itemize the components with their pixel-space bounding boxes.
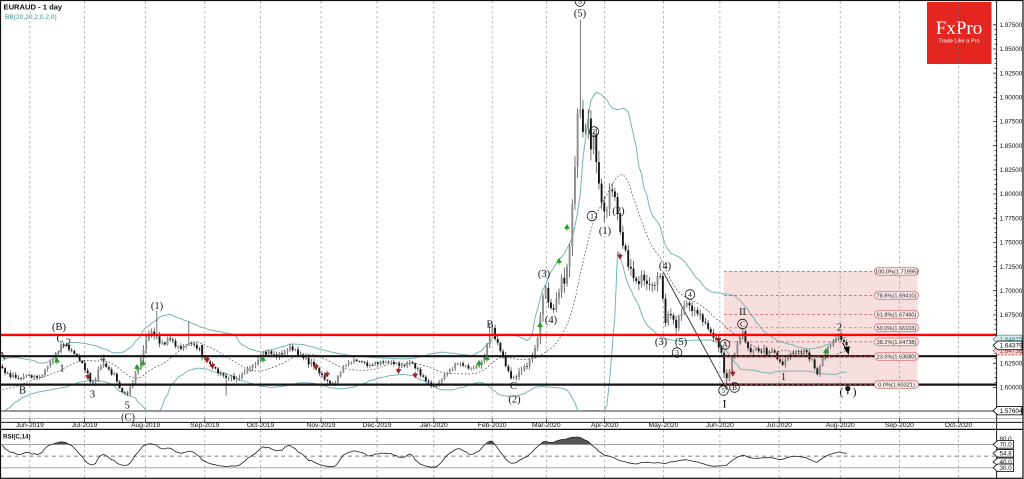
svg-text:2: 2 (837, 323, 842, 334)
svg-text:1.64875: 1.64875 (1000, 337, 1023, 344)
svg-text:1.60000: 1.60000 (1000, 385, 1023, 392)
svg-text:1.87500: 1.87500 (1000, 119, 1023, 126)
svg-text:(3): (3) (538, 269, 551, 280)
svg-text:4: 4 (100, 354, 106, 365)
svg-text:C: C (510, 381, 517, 392)
svg-text:Aug-2019: Aug-2019 (131, 422, 160, 429)
svg-text:1.75000: 1.75000 (1000, 240, 1023, 247)
svg-text:Jul-2019: Jul-2019 (72, 422, 98, 429)
svg-text:(4): (4) (659, 261, 672, 272)
svg-text:C: C (740, 320, 745, 329)
svg-text:5: 5 (125, 401, 130, 412)
svg-text:80.0: 80.0 (1000, 436, 1013, 443)
svg-text:30.0: 30.0 (1000, 465, 1013, 472)
svg-text:(1): (1) (599, 226, 612, 237)
svg-text:Nov-2019: Nov-2019 (307, 422, 336, 429)
svg-text:1.64738: 1.64738 (1000, 348, 1023, 355)
svg-text:1.90000: 1.90000 (1000, 95, 1023, 102)
svg-text:Feb-2020: Feb-2020 (478, 422, 507, 429)
svg-text:5: 5 (722, 386, 726, 395)
svg-text:EURAUD - 1 day: EURAUD - 1 day (4, 2, 63, 11)
svg-text:5: 5 (578, 0, 582, 6)
svg-text:BB(20,20,2.0,2.0): BB(20,20,2.0,2.0) (5, 14, 57, 21)
svg-text:(4): (4) (545, 315, 558, 326)
svg-text:1.92500: 1.92500 (1000, 70, 1023, 77)
svg-text:Sep-2019: Sep-2019 (190, 422, 219, 429)
svg-text:1.64379: 1.64379 (1000, 343, 1024, 350)
svg-text:FxPro: FxPro (936, 18, 982, 39)
svg-text:1: 1 (59, 364, 64, 375)
svg-text:Apr-2020: Apr-2020 (591, 422, 619, 429)
svg-text:1.72500: 1.72500 (1000, 264, 1023, 271)
svg-text:(1): (1) (151, 301, 164, 312)
svg-text:(5): (5) (675, 337, 688, 348)
svg-text:3: 3 (675, 348, 679, 357)
svg-text:78.6%(1.69410): 78.6%(1.69410) (877, 294, 917, 300)
svg-text:1: 1 (781, 372, 786, 383)
svg-text:C: C (56, 334, 63, 345)
svg-text:3: 3 (90, 390, 95, 401)
svg-text:Jan-2020: Jan-2020 (420, 422, 448, 429)
svg-text:B: B (19, 386, 26, 397)
svg-text:1.62500: 1.62500 (1000, 361, 1023, 368)
svg-text:A: A (722, 340, 728, 349)
svg-text:I: I (723, 397, 727, 411)
svg-text:B: B (732, 383, 737, 392)
svg-text:(C): (C) (121, 413, 136, 424)
svg-text:Jun-2020: Jun-2020 (706, 422, 734, 429)
svg-text:1: 1 (590, 212, 594, 221)
svg-text:): ) (853, 385, 857, 399)
svg-text:2: 2 (592, 127, 596, 136)
svg-text:38.2%(1.64738): 38.2%(1.64738) (877, 340, 917, 346)
svg-text:1.77500: 1.77500 (1000, 215, 1023, 222)
svg-text:2: 2 (66, 338, 71, 349)
svg-text:Oct-2019: Oct-2019 (247, 422, 275, 429)
svg-text:23.6%(1.63080): 23.6%(1.63080) (877, 355, 917, 361)
svg-text:RSI(C,14): RSI(C,14) (3, 434, 31, 441)
svg-text:(3): (3) (655, 337, 668, 348)
svg-text:1.97500: 1.97500 (1000, 22, 1023, 29)
svg-text:Dec-2019: Dec-2019 (363, 422, 392, 429)
svg-text:Aug-2020: Aug-2020 (826, 422, 855, 429)
svg-text:1.80000: 1.80000 (1000, 191, 1023, 198)
svg-text:4: 4 (688, 290, 692, 299)
svg-text:1.57604: 1.57604 (1000, 408, 1023, 415)
svg-text:1.85000: 1.85000 (1000, 143, 1023, 150)
svg-text:70.0: 70.0 (1000, 442, 1013, 449)
svg-text:B: B (486, 320, 493, 331)
svg-text:1.67500: 1.67500 (1000, 312, 1023, 319)
svg-text:Oct-2020: Oct-2020 (945, 422, 973, 429)
svg-text:(2): (2) (508, 395, 521, 406)
svg-text:40.0: 40.0 (1000, 459, 1013, 466)
svg-text:0.0%(1.60321): 0.0%(1.60321) (878, 383, 915, 389)
svg-text:1.70000: 1.70000 (1000, 288, 1023, 295)
svg-text:(2): (2) (612, 206, 625, 217)
svg-text:A: A (0, 351, 6, 362)
svg-text:Sep-2020: Sep-2020 (885, 422, 914, 429)
svg-text:1.82500: 1.82500 (1000, 167, 1023, 174)
svg-text:(5): (5) (574, 9, 587, 20)
svg-text:Trade Like a Pro: Trade Like a Pro (938, 39, 979, 45)
svg-text:(: ( (840, 385, 844, 399)
svg-text:(B): (B) (52, 322, 67, 333)
svg-text:May-2020: May-2020 (649, 422, 679, 429)
svg-text:Jul-2020: Jul-2020 (766, 422, 792, 429)
svg-text:100.0%(1.71995): 100.0%(1.71995) (875, 270, 918, 276)
svg-text:61.8%(1.67460): 61.8%(1.67460) (877, 313, 917, 319)
svg-text:II: II (739, 307, 746, 318)
svg-text:1.95000: 1.95000 (1000, 46, 1023, 53)
svg-text:Mar-2020: Mar-2020 (532, 422, 561, 429)
svg-text:50.0%(1.66103): 50.0%(1.66103) (877, 326, 917, 332)
svg-text:Jun-2019: Jun-2019 (16, 422, 44, 429)
svg-text:54.8: 54.8 (1000, 451, 1013, 458)
